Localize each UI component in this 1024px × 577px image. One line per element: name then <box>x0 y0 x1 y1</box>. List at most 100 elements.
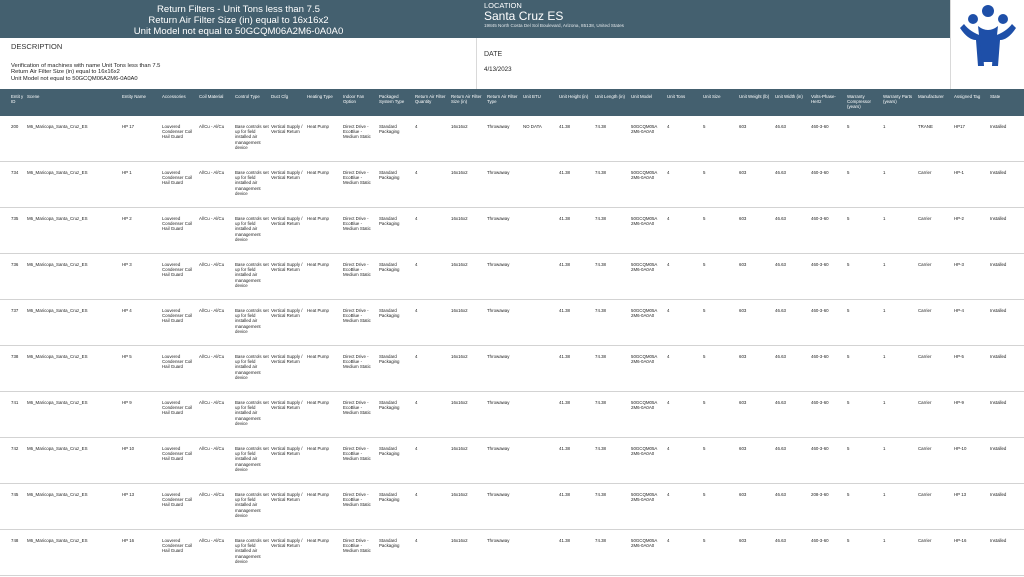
column-header-indoor-fan[interactable]: Indoor Fan Option <box>343 94 365 104</box>
column-header-coil-material[interactable]: Coil Material <box>199 94 224 99</box>
cell-unit-model: 50GCQM05A 2M6-0A0A0 <box>631 354 658 365</box>
column-header-accessories[interactable]: Accessories <box>162 94 186 99</box>
column-header-manufacturer[interactable]: Manufacturer <box>918 94 944 99</box>
table-row[interactable]: 738 M6_Maricopa_Santa_Cruz_ES HP 5 Louvered… <box>0 346 1024 392</box>
cell-unit-btu: NO DATA <box>523 124 542 129</box>
cell-filter-qty: 4 <box>415 492 418 497</box>
cell-unit-size: 5 <box>703 262 706 267</box>
cell-unit-size: 5 <box>703 446 706 451</box>
cell-filter-type: Throwaway <box>487 400 510 405</box>
table-row[interactable]: 745 M6_Maricopa_Santa_Cruz_ES HP 13 Louvere… <box>0 484 1024 530</box>
cell-unit-model: 50GCQM05A 2M6-0A0A0 <box>631 216 658 227</box>
cell-unit-size: 5 <box>703 354 706 359</box>
column-header-filter-qty[interactable]: Return Air Filter Quantity <box>415 94 446 104</box>
cell-entity-id: 735 <box>11 216 19 221</box>
column-header-unit-tons[interactable]: Unit Tons <box>667 94 686 99</box>
column-header-unit-length[interactable]: Unit Length (in) <box>595 94 626 99</box>
cell-entity-name: HP 13 <box>122 492 135 497</box>
column-header-filter-type[interactable]: Return Air Filter Type <box>487 94 518 104</box>
cell-coil-material: Al/Cu - Al/Cu <box>199 170 225 175</box>
table-row[interactable]: 200 M6_Maricopa_Santa_Cruz_ES HP 17 Louvere… <box>0 116 1024 162</box>
column-header-scene[interactable]: Scene <box>27 94 40 99</box>
column-header-heating-type[interactable]: Heating Type <box>307 94 333 99</box>
table-row[interactable]: 737 M6_Maricopa_Santa_Cruz_ES HP 4 Louvered… <box>0 300 1024 346</box>
cell-scene: M6_Maricopa_Santa_Cruz_ES <box>27 262 88 267</box>
cell-duct-cfg: Vertical Supply / Vertical Return <box>271 262 303 273</box>
cell-unit-tons: 4 <box>667 216 670 221</box>
table-row[interactable]: 741 M6_Maricopa_Santa_Cruz_ES HP 9 Louvered… <box>0 392 1024 438</box>
cell-filter-size: 16x16x2 <box>451 492 468 497</box>
column-header-assigned-tag[interactable]: Assigned Tag <box>954 94 981 99</box>
table-row[interactable]: 735 M6_Maricopa_Santa_Cruz_ES HP 2 Louvered… <box>0 208 1024 254</box>
cell-unit-width: 46.63 <box>775 400 786 405</box>
report-title: Return Filters - Unit Tons less than 7.5… <box>0 0 477 38</box>
cell-unit-width: 46.63 <box>775 354 786 359</box>
cell-warranty-parts: 1 <box>883 216 886 221</box>
column-header-volts[interactable]: Volts-Phase-Hertz <box>811 94 836 104</box>
cell-filter-type: Throwaway <box>487 216 510 221</box>
cell-manufacturer: Carrier <box>918 538 932 543</box>
cell-unit-weight: 603 <box>739 262 747 267</box>
column-header-unit-width[interactable]: Unit Width (in) <box>775 94 803 99</box>
column-header-unit-model[interactable]: Unit Model <box>631 94 652 99</box>
cell-control-type: Base controls set up for field installed… <box>235 492 269 518</box>
cell-control-type: Base controls set up for field installed… <box>235 124 269 150</box>
cell-unit-length: 74.38 <box>595 262 606 267</box>
cell-unit-model: 50GCQM05A 2M6-0A0A0 <box>631 446 658 457</box>
column-header-filter-size[interactable]: Return Air Filter Size (in) <box>451 94 482 104</box>
cell-filter-qty: 4 <box>415 538 418 543</box>
cell-accessories: Louvered Condenser Coil Hail Guard <box>162 400 193 416</box>
cell-filter-type: Throwaway <box>487 492 510 497</box>
column-header-packaged[interactable]: Packaged System Type <box>379 94 405 104</box>
cell-packaged: Standard Packaging <box>379 262 400 273</box>
cell-unit-model: 50GCQM05A 2M6-0A0A0 <box>631 538 658 549</box>
column-header-warranty-parts[interactable]: Warranty Parts (years) <box>883 94 913 104</box>
column-header-unit-btu[interactable]: Unit BTU <box>523 94 541 99</box>
column-header-unit-weight[interactable]: Unit Weight (lb) <box>739 94 770 99</box>
column-header-entity-id[interactable]: Entit y ID <box>11 94 24 104</box>
cell-volts: 460-3-60 <box>811 216 829 221</box>
table-row[interactable]: 736 M6_Maricopa_Santa_Cruz_ES HP 3 Louvered… <box>0 254 1024 300</box>
cell-entity-id: 736 <box>11 262 19 267</box>
column-header-duct-cfg[interactable]: Duct Cfg <box>271 94 289 99</box>
cell-unit-length: 74.38 <box>595 446 606 451</box>
cell-filter-size: 16x16x2 <box>451 538 468 543</box>
cell-unit-weight: 603 <box>739 492 747 497</box>
cell-entity-id: 200 <box>11 124 19 129</box>
cell-filter-qty: 4 <box>415 308 418 313</box>
cell-heating-type: Heat Pump <box>307 354 329 359</box>
location-address: 19845 North Costa Del Sol Boulevard, Ari… <box>484 23 624 28</box>
table-row[interactable]: 748 M6_Maricopa_Santa_Cruz_ES HP 16 Louvere… <box>0 530 1024 576</box>
column-header-entity-name[interactable]: Entity Name <box>122 94 146 99</box>
cell-scene: M6_Maricopa_Santa_Cruz_ES <box>27 538 88 543</box>
cell-unit-weight: 603 <box>739 216 747 221</box>
cell-entity-id: 745 <box>11 492 19 497</box>
column-header-unit-height[interactable]: Unit Height (in) <box>559 94 589 99</box>
cell-assigned-tag: HP-9 <box>954 400 965 405</box>
cell-scene: M6_Maricopa_Santa_Cruz_ES <box>27 308 88 313</box>
cell-state: Installed <box>990 538 1007 543</box>
cell-entity-name: HP 5 <box>122 354 132 359</box>
cell-assigned-tag: HP-4 <box>954 308 965 313</box>
cell-manufacturer: Carrier <box>918 492 932 497</box>
cell-accessories: Louvered Condenser Coil Hail Guard <box>162 492 193 508</box>
column-header-unit-size[interactable]: Unit Size <box>703 94 721 99</box>
cell-accessories: Louvered Condenser Coil Hail Guard <box>162 124 193 140</box>
table-row[interactable]: 742 M6_Maricopa_Santa_Cruz_ES HP 10 Louvere… <box>0 438 1024 484</box>
cell-filter-qty: 4 <box>415 170 418 175</box>
location-panel: LOCATION Santa Cruz ES 19845 North Costa… <box>477 0 950 38</box>
cell-warranty-parts: 1 <box>883 538 886 543</box>
table-row[interactable]: 734 M6_Maricopa_Santa_Cruz_ES HP 1 Louvered… <box>0 162 1024 208</box>
cell-scene: M6_Maricopa_Santa_Cruz_ES <box>27 354 88 359</box>
cell-volts: 460-3-60 <box>811 354 829 359</box>
cell-heating-type: Heat Pump <box>307 308 329 313</box>
column-header-warranty-comp[interactable]: Warranty Compressor (years) <box>847 94 871 109</box>
cell-unit-tons: 4 <box>667 262 670 267</box>
stylized-figures-logo-icon <box>960 5 1016 66</box>
cell-assigned-tag: HP17 <box>954 124 965 129</box>
column-header-control-type[interactable]: Control Type <box>235 94 260 99</box>
cell-control-type: Base controls set up for field installed… <box>235 538 269 564</box>
column-header-state[interactable]: State <box>990 94 1001 99</box>
cell-packaged: Standard Packaging <box>379 308 400 319</box>
cell-heating-type: Heat Pump <box>307 216 329 221</box>
